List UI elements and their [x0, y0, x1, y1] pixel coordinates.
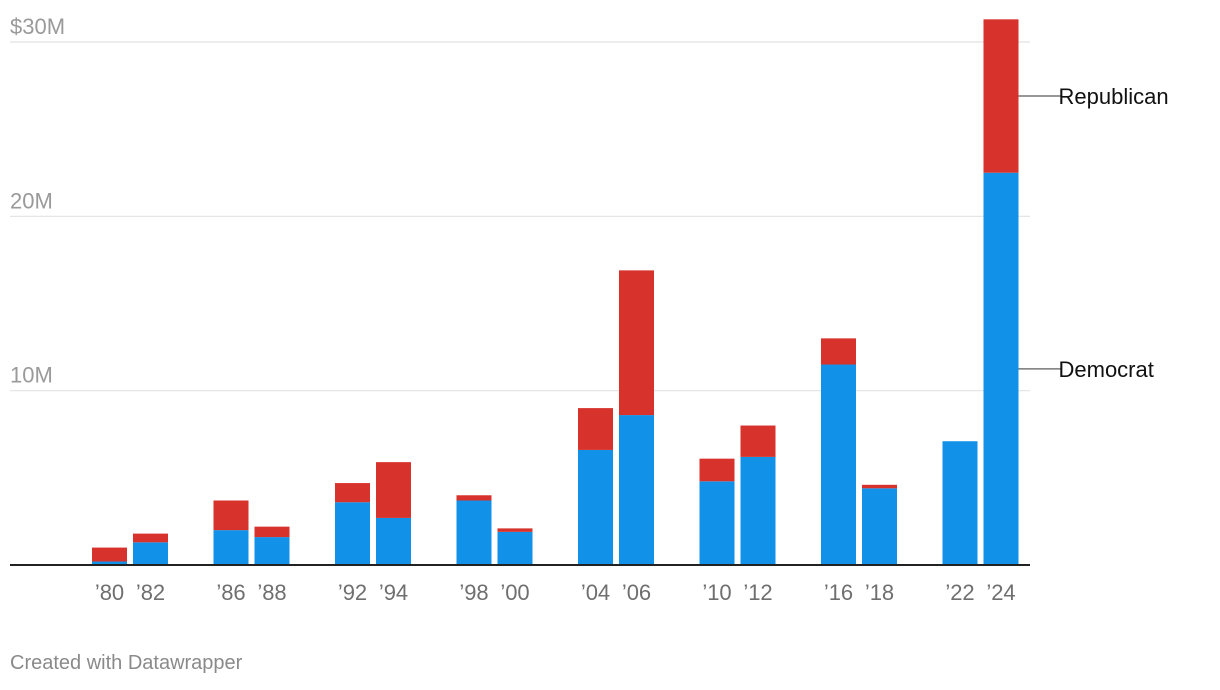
x-tick-label: ’88: [257, 580, 286, 605]
bar-republican: [456, 495, 492, 501]
x-axis-labels: ’80 ’82 ’86 ’88 ’92 ’94 ’98 ’00 ’04 ’06 ’10 ’12 ’16 ’…: [95, 580, 1016, 605]
y-tick-label: 20M: [10, 188, 53, 213]
bar-republican: [133, 533, 168, 543]
y-tick-label: 10M: [10, 363, 53, 388]
bars: [92, 19, 1019, 565]
bar-democrat: [213, 530, 249, 565]
bar-democrat: [578, 449, 613, 565]
bar-republican: [699, 458, 735, 482]
bar-democrat: [335, 502, 370, 565]
x-tick-label: ’98: [459, 580, 488, 605]
bar-democrat: [740, 456, 776, 565]
x-tick-label: ’12: [743, 580, 772, 605]
x-tick-label: ’00: [500, 580, 529, 605]
legend-label-democrat: Democrat: [1059, 357, 1154, 382]
x-tick-label: ’86: [216, 580, 245, 605]
x-tick-label: ’24: [986, 580, 1015, 605]
bar-democrat: [133, 542, 168, 565]
bar-democrat: [983, 172, 1019, 565]
bar-democrat: [821, 364, 856, 565]
x-tick-label: ’10: [702, 580, 731, 605]
y-tick-label: $30M: [10, 14, 65, 39]
bar-republican: [821, 338, 856, 365]
bar-democrat: [92, 561, 127, 565]
bar-republican: [862, 484, 897, 489]
x-tick-label: ’82: [136, 580, 165, 605]
bar-republican: [497, 528, 533, 532]
bar-democrat: [942, 441, 978, 565]
bar-republican: [92, 547, 127, 562]
bar-republican: [254, 526, 290, 538]
bar-democrat: [862, 488, 897, 565]
legend: Democrat Republican: [1018, 84, 1169, 382]
x-tick-label: ’94: [379, 580, 408, 605]
bar-democrat: [619, 415, 654, 565]
bar-democrat: [376, 517, 411, 565]
bar-democrat: [456, 500, 492, 565]
credit-line: Created with Datawrapper: [10, 652, 243, 674]
x-tick-label: ’18: [865, 580, 894, 605]
gridlines: [10, 41, 1030, 392]
bar-republican: [740, 425, 776, 457]
y-axis-labels: 10M 20M $30M: [10, 14, 65, 388]
x-tick-label: ’16: [824, 580, 853, 605]
x-tick-label: ’92: [338, 580, 367, 605]
bar-democrat: [699, 481, 735, 565]
bar-republican: [619, 270, 654, 416]
bar-democrat: [497, 531, 533, 565]
x-tick-label: ’80: [95, 580, 124, 605]
bar-republican: [578, 408, 613, 450]
legend-label-republican: Republican: [1059, 84, 1169, 109]
x-tick-label: ’06: [622, 580, 651, 605]
x-tick-label: ’04: [581, 580, 610, 605]
bar-democrat: [254, 537, 290, 565]
x-tick-label: ’22: [945, 580, 974, 605]
bar-republican: [983, 19, 1019, 173]
bar-republican: [376, 462, 411, 518]
bar-republican: [335, 483, 370, 503]
bar-republican: [213, 500, 249, 531]
